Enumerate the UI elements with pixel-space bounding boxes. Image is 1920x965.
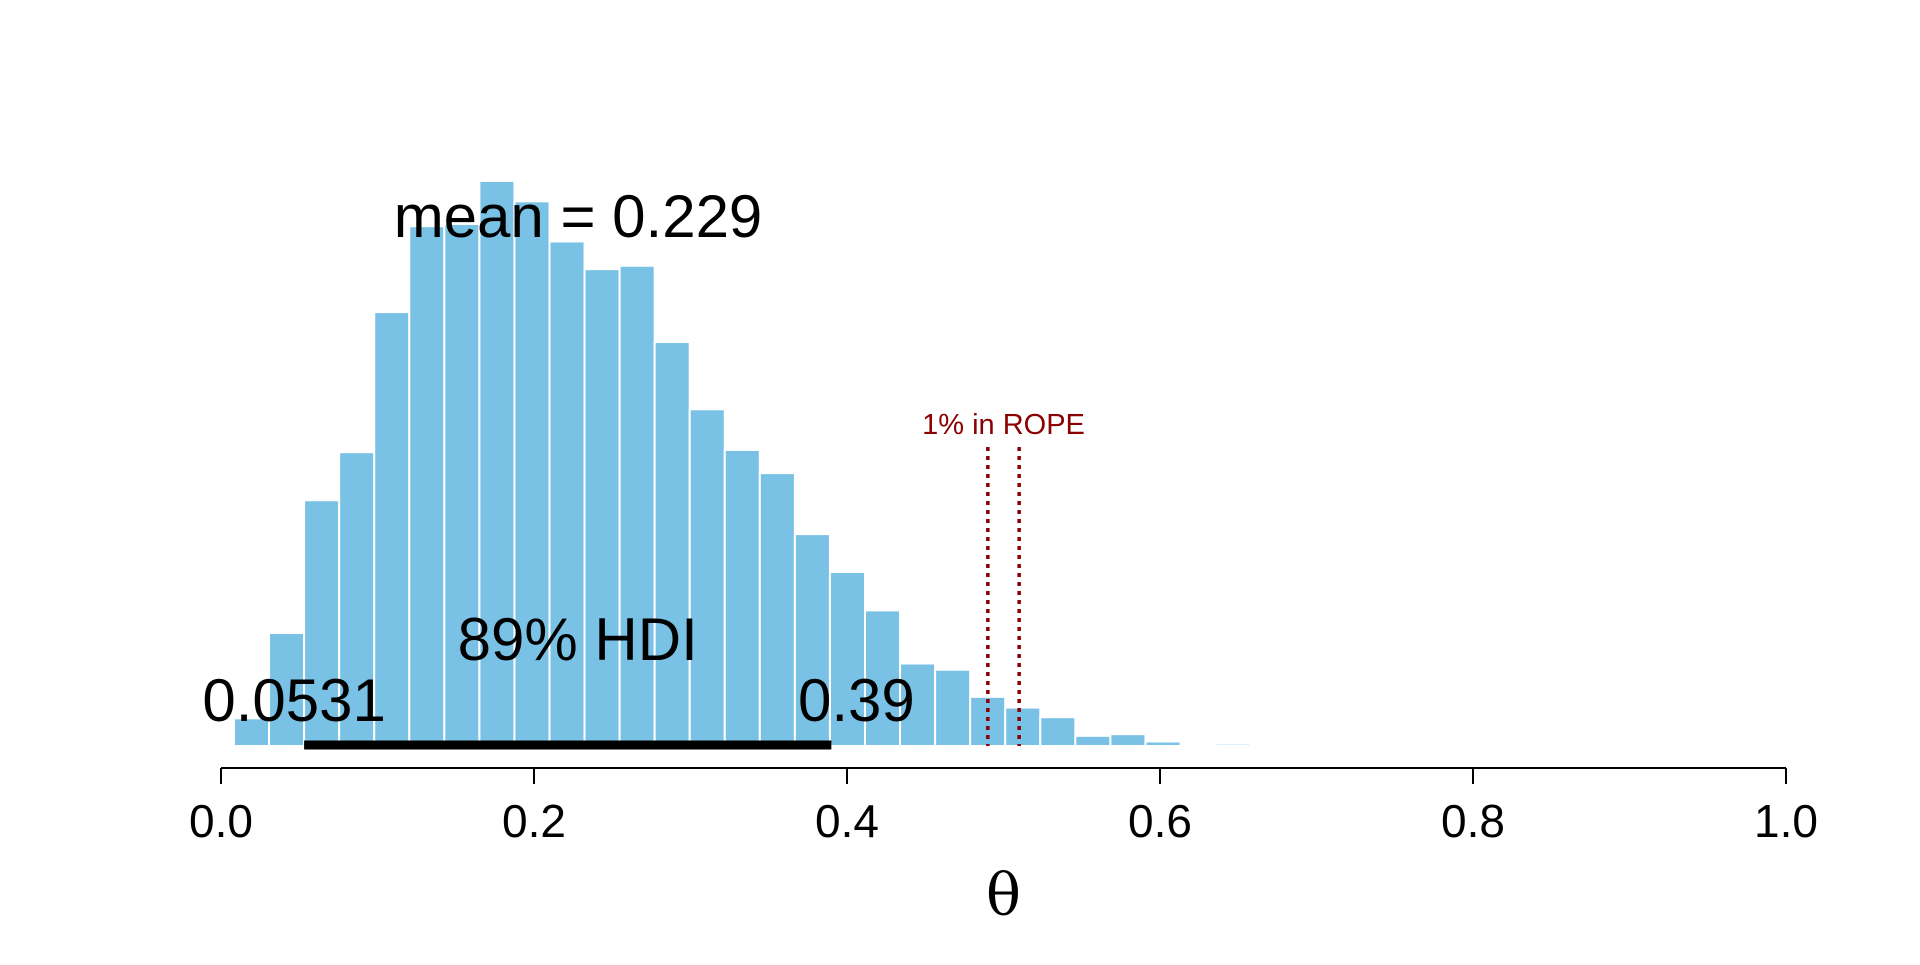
histogram-bar — [653, 341, 691, 747]
histogram-bar — [1249, 744, 1287, 748]
histogram-bar — [232, 717, 271, 748]
x-tick-label: 0.6 — [1128, 795, 1192, 847]
hdi-low-value: 0.0531 — [202, 667, 386, 734]
rope-markers: 1% in ROPE — [922, 409, 1085, 746]
histogram-bar — [583, 268, 621, 747]
histogram-bar — [723, 448, 761, 747]
histogram-bar — [618, 264, 656, 747]
rope-label: 1% in ROPE — [922, 409, 1085, 441]
x-axis-ticks: 0.0 0.2 0.4 0.6 0.8 1.0 — [189, 768, 1818, 847]
histogram-bar — [1214, 742, 1252, 747]
x-tick-label: 0.4 — [815, 795, 879, 847]
histogram-bar — [934, 668, 972, 747]
histogram-bar — [1284, 744, 1322, 748]
x-tick-label: 0.8 — [1441, 795, 1505, 847]
hdi-label: 89% HDI — [458, 606, 698, 673]
histogram-bar — [1004, 706, 1042, 748]
x-tick-label: 0.2 — [502, 795, 566, 847]
histogram-bar — [513, 200, 551, 747]
histogram-bars — [232, 180, 1322, 748]
histogram-bar — [1109, 733, 1147, 748]
histogram-bar — [268, 632, 306, 747]
x-axis-label: θ — [986, 861, 1021, 929]
hdi-annotation: 89% HDI 0.0531 0.39 — [202, 606, 915, 750]
histogram-bar — [793, 533, 831, 747]
x-tick-label: 0.0 — [189, 795, 253, 847]
histogram-bar — [899, 662, 937, 748]
histogram-bar — [688, 408, 726, 747]
x-axis: 0.0 0.2 0.4 0.6 0.8 1.0 θ — [189, 767, 1818, 929]
x-tick-label: 1.0 — [1754, 795, 1818, 847]
histogram-bar — [758, 472, 796, 747]
histogram-bar — [1074, 734, 1112, 748]
histogram-bar — [1039, 716, 1077, 747]
mean-label: mean = 0.229 — [394, 183, 763, 250]
histogram-bar — [863, 609, 902, 748]
histogram-bar — [1179, 743, 1217, 747]
histogram-bar — [1144, 740, 1182, 747]
histogram-bar — [408, 225, 446, 747]
hdi-high-value: 0.39 — [798, 667, 915, 734]
histogram-bar — [443, 222, 481, 747]
